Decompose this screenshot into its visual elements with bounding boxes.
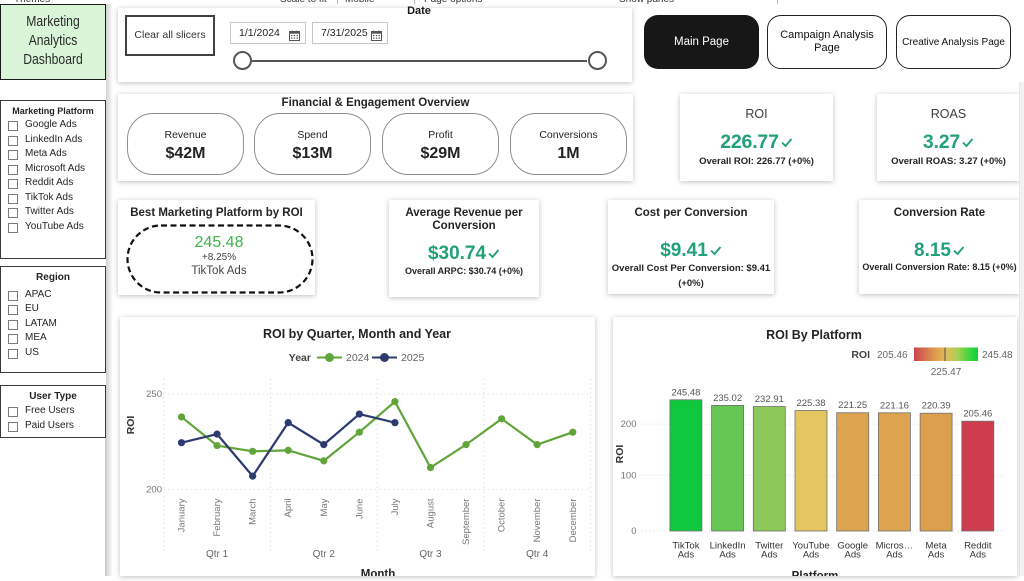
svg-text:Twitter: Twitter	[755, 541, 783, 552]
svg-text:Year: Year	[289, 352, 311, 364]
svg-text:200: 200	[146, 485, 162, 496]
svg-text:220.39: 220.39	[922, 401, 951, 412]
svg-text:ROI By Platform: ROI By Platform	[766, 328, 862, 342]
svg-text:235.02: 235.02	[713, 393, 742, 404]
svg-text:Micros…: Micros…	[876, 541, 913, 552]
svg-text:225.38: 225.38	[796, 398, 825, 409]
svg-text:ROI: ROI	[125, 416, 137, 435]
svg-text:March: March	[248, 499, 259, 525]
svg-text:Ads: Ads	[845, 550, 862, 561]
svg-text:Ads: Ads	[970, 550, 987, 561]
svg-text:November: November	[532, 499, 543, 543]
svg-text:Qtr 2: Qtr 2	[313, 549, 336, 560]
svg-text:May: May	[319, 498, 330, 516]
svg-text:December: December	[568, 499, 579, 543]
svg-text:Platform: Platform	[792, 571, 839, 577]
svg-text:LinkedIn: LinkedIn	[710, 541, 746, 552]
svg-text:100: 100	[621, 470, 637, 481]
svg-text:Qtr 1: Qtr 1	[206, 549, 229, 560]
svg-text:250: 250	[146, 389, 162, 400]
svg-text:June: June	[354, 499, 365, 520]
svg-text:2024: 2024	[346, 352, 370, 364]
svg-text:September: September	[461, 499, 472, 545]
svg-text:Google: Google	[837, 541, 868, 552]
svg-text:Month: Month	[361, 569, 395, 577]
svg-text:Ads: Ads	[886, 550, 903, 561]
svg-text:Qtr 3: Qtr 3	[419, 549, 442, 560]
svg-text:205.46: 205.46	[963, 409, 992, 420]
svg-text:225.47: 225.47	[931, 367, 962, 378]
svg-text:Meta: Meta	[926, 541, 948, 552]
svg-text:July: July	[390, 498, 401, 515]
svg-text:YouTube: YouTube	[792, 541, 829, 552]
svg-text:April: April	[283, 499, 294, 518]
svg-text:2025: 2025	[401, 352, 425, 364]
svg-text:January: January	[177, 498, 188, 532]
svg-text:205.46: 205.46	[877, 350, 908, 361]
svg-text:221.25: 221.25	[838, 400, 867, 411]
svg-text:Ads: Ads	[761, 550, 778, 561]
svg-text:245.48: 245.48	[671, 387, 700, 398]
svg-text:Ads: Ads	[928, 550, 945, 561]
svg-text:Ads: Ads	[678, 550, 695, 561]
svg-text:200: 200	[621, 419, 637, 430]
svg-text:Ads: Ads	[803, 550, 820, 561]
svg-text:Ads: Ads	[719, 550, 736, 561]
svg-text:0: 0	[631, 526, 636, 537]
svg-text:Qtr 4: Qtr 4	[526, 549, 549, 560]
svg-text:Reddit: Reddit	[964, 541, 992, 552]
svg-text:ROI: ROI	[851, 349, 870, 361]
svg-text:232.91: 232.91	[755, 394, 784, 405]
svg-text:ROI by Quarter, Month and Year: ROI by Quarter, Month and Year	[263, 327, 451, 341]
svg-text:August: August	[425, 498, 436, 528]
svg-text:ROI: ROI	[614, 445, 626, 464]
svg-text:February: February	[212, 498, 223, 536]
svg-text:245.48: 245.48	[982, 350, 1013, 361]
svg-text:October: October	[497, 499, 508, 533]
svg-text:221.16: 221.16	[880, 400, 909, 411]
svg-text:TikTok: TikTok	[672, 541, 699, 552]
